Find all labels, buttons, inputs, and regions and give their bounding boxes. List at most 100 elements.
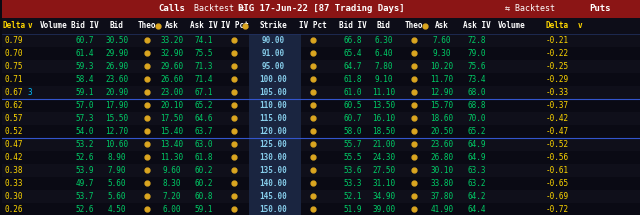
Text: ⇆ Backtest: ⇆ Backtest xyxy=(506,5,556,14)
Text: 0.33: 0.33 xyxy=(5,179,24,188)
Text: 60.7: 60.7 xyxy=(76,36,94,45)
Text: 0.52: 0.52 xyxy=(5,127,24,136)
Text: -0.52: -0.52 xyxy=(546,140,569,149)
Text: 23.60: 23.60 xyxy=(106,75,129,84)
Bar xyxy=(250,177,301,190)
Text: -0.65: -0.65 xyxy=(546,179,569,188)
Text: 24.30: 24.30 xyxy=(372,153,396,162)
Text: 55.7: 55.7 xyxy=(344,140,362,149)
Text: 59.3: 59.3 xyxy=(76,62,94,71)
Text: Ask: Ask xyxy=(435,22,449,31)
Text: 12.90: 12.90 xyxy=(430,88,453,97)
Text: 6.00: 6.00 xyxy=(163,205,181,214)
Text: 12.70: 12.70 xyxy=(106,127,129,136)
Text: 75.6: 75.6 xyxy=(467,62,486,71)
Text: 6.40: 6.40 xyxy=(374,49,393,58)
Text: 60.8: 60.8 xyxy=(195,192,212,201)
Bar xyxy=(3,73,640,86)
Text: 63.2: 63.2 xyxy=(467,179,486,188)
Text: 130.00: 130.00 xyxy=(259,153,287,162)
Text: 20.10: 20.10 xyxy=(160,101,183,110)
Text: 65.4: 65.4 xyxy=(344,49,362,58)
Bar xyxy=(250,125,301,138)
Text: 61.8: 61.8 xyxy=(344,75,362,84)
Text: 15.50: 15.50 xyxy=(106,114,129,123)
Text: 26.90: 26.90 xyxy=(106,62,129,71)
Text: 105.00: 105.00 xyxy=(259,88,287,97)
Text: 41.90: 41.90 xyxy=(430,205,453,214)
Text: 30.10: 30.10 xyxy=(430,166,453,175)
Text: 49.7: 49.7 xyxy=(76,179,94,188)
Text: 53.7: 53.7 xyxy=(76,192,94,201)
Text: 52.6: 52.6 xyxy=(76,205,94,214)
Text: 61.0: 61.0 xyxy=(344,88,362,97)
Bar xyxy=(250,99,301,112)
Text: 70.0: 70.0 xyxy=(467,114,486,123)
Text: 15.70: 15.70 xyxy=(430,101,453,110)
Text: 23.00: 23.00 xyxy=(160,88,183,97)
Text: Ask: Ask xyxy=(164,22,179,31)
Text: 7.60: 7.60 xyxy=(433,36,451,45)
Text: -0.47: -0.47 xyxy=(546,127,569,136)
Bar xyxy=(3,138,640,151)
Text: -0.37: -0.37 xyxy=(546,101,569,110)
Text: 65.2: 65.2 xyxy=(467,127,486,136)
Text: 65.2: 65.2 xyxy=(195,101,212,110)
Bar xyxy=(3,86,640,99)
Bar xyxy=(250,47,301,60)
Text: 30.50: 30.50 xyxy=(106,36,129,45)
Text: 57.0: 57.0 xyxy=(76,101,94,110)
Text: -0.22: -0.22 xyxy=(546,49,569,58)
Bar xyxy=(3,203,640,215)
Text: 60.7: 60.7 xyxy=(344,114,362,123)
Text: 53.2: 53.2 xyxy=(76,140,94,149)
Text: 37.80: 37.80 xyxy=(430,192,453,201)
Text: 0.30: 0.30 xyxy=(5,192,24,201)
Text: 63.0: 63.0 xyxy=(195,140,212,149)
Bar xyxy=(3,99,640,112)
Bar xyxy=(3,34,640,47)
Text: 68.0: 68.0 xyxy=(467,88,486,97)
Text: 63.3: 63.3 xyxy=(467,166,486,175)
Text: 145.00: 145.00 xyxy=(259,192,287,201)
Text: 68.8: 68.8 xyxy=(467,101,486,110)
Text: 15.40: 15.40 xyxy=(160,127,183,136)
Text: 17.50: 17.50 xyxy=(160,114,183,123)
Text: 59.1: 59.1 xyxy=(76,88,94,97)
Text: 8.90: 8.90 xyxy=(108,153,126,162)
Text: 64.9: 64.9 xyxy=(467,153,486,162)
Text: 0.70: 0.70 xyxy=(5,49,24,58)
Text: 60.2: 60.2 xyxy=(195,166,212,175)
Text: 0.47: 0.47 xyxy=(5,140,24,149)
Text: 125.00: 125.00 xyxy=(259,140,287,149)
Text: IV Pct: IV Pct xyxy=(221,22,248,31)
Text: Ask IV: Ask IV xyxy=(189,22,218,31)
Text: 61.4: 61.4 xyxy=(76,49,94,58)
Text: 10.60: 10.60 xyxy=(106,140,129,149)
Text: 11.10: 11.10 xyxy=(372,88,396,97)
Text: 135.00: 135.00 xyxy=(259,166,287,175)
Text: 140.00: 140.00 xyxy=(259,179,287,188)
Text: 60.2: 60.2 xyxy=(195,179,212,188)
Text: 9.10: 9.10 xyxy=(374,75,393,84)
Text: Theo: Theo xyxy=(404,22,423,31)
Text: 20.90: 20.90 xyxy=(106,88,129,97)
Text: 100.00: 100.00 xyxy=(259,75,287,84)
Bar xyxy=(3,60,640,73)
Text: v: v xyxy=(578,22,582,31)
Text: 57.3: 57.3 xyxy=(76,114,94,123)
Bar xyxy=(250,190,301,203)
Text: DIG 17-Jun-22 [87 Trading Days]: DIG 17-Jun-22 [87 Trading Days] xyxy=(238,5,404,14)
Text: 11.30: 11.30 xyxy=(160,153,183,162)
Text: 32.90: 32.90 xyxy=(160,49,183,58)
Text: 55.5: 55.5 xyxy=(344,153,362,162)
Bar xyxy=(3,112,640,125)
Text: Volume: Volume xyxy=(40,22,68,31)
Text: Strike: Strike xyxy=(259,22,287,31)
Text: 66.8: 66.8 xyxy=(344,36,362,45)
Text: 51.9: 51.9 xyxy=(344,205,362,214)
Text: 150.00: 150.00 xyxy=(259,205,287,214)
Text: Bid: Bid xyxy=(377,22,391,31)
Text: 13.50: 13.50 xyxy=(372,101,396,110)
Text: -0.33: -0.33 xyxy=(546,88,569,97)
